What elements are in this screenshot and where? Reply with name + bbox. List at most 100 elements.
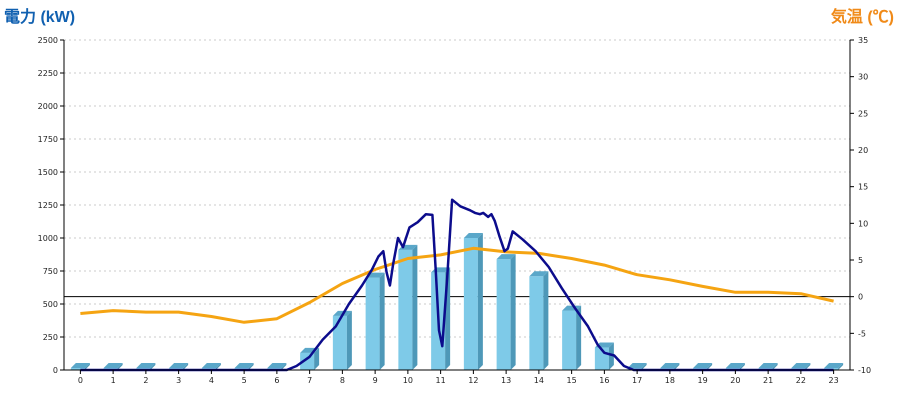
- left-tick-label: 2500: [38, 36, 58, 45]
- bar-side: [412, 244, 418, 370]
- bar-side: [150, 363, 156, 370]
- x-tick-label: 14: [534, 376, 544, 385]
- x-tick-label: 13: [501, 376, 511, 385]
- bar-side: [510, 254, 516, 370]
- bar-top: [463, 233, 483, 238]
- bar-front: [70, 368, 85, 370]
- bar-side: [248, 363, 254, 370]
- left-tick-label: 1250: [38, 201, 58, 210]
- bar-13: [496, 254, 516, 370]
- bar-side: [838, 363, 844, 370]
- bar-top: [660, 363, 680, 369]
- bar-top: [693, 363, 713, 369]
- right-tick-label: 30: [858, 73, 868, 82]
- bar-top: [103, 363, 123, 369]
- tick-labels: 02505007501000125015001750200022502500-1…: [38, 36, 871, 385]
- bar-front: [398, 249, 413, 370]
- left-axis-title: 電力 (kW): [4, 7, 75, 26]
- bar-series: [70, 233, 844, 370]
- left-tick-label: 250: [43, 333, 58, 342]
- bar-top: [824, 363, 844, 369]
- bar-side: [215, 363, 221, 370]
- x-tick-label: 7: [307, 376, 312, 385]
- right-tick-label: -10: [858, 366, 871, 375]
- x-tick-label: 22: [796, 376, 806, 385]
- bar-top: [267, 363, 287, 369]
- bar-side: [281, 363, 287, 370]
- bar-side: [117, 363, 123, 370]
- x-tick-label: 1: [111, 376, 116, 385]
- left-tick-label: 0: [53, 366, 58, 375]
- bar-top: [725, 363, 745, 369]
- right-tick-label: 20: [858, 146, 868, 155]
- right-tick-label: 35: [858, 36, 868, 45]
- bar-side: [707, 363, 713, 370]
- right-tick-label: 25: [858, 109, 868, 118]
- bar-side: [543, 271, 549, 370]
- bar-7: [300, 347, 320, 370]
- left-tick-label: 1000: [38, 234, 58, 243]
- bar-side: [346, 310, 352, 370]
- x-tick-label: 6: [274, 376, 279, 385]
- bar-front: [332, 315, 347, 370]
- axes: [60, 39, 854, 374]
- x-tick-label: 16: [599, 376, 609, 385]
- left-tick-label: 750: [43, 267, 58, 276]
- x-tick-label: 11: [436, 376, 446, 385]
- bar-side: [379, 272, 385, 370]
- line-series: [80, 198, 834, 372]
- bar-top: [136, 363, 156, 369]
- x-tick-label: 9: [373, 376, 378, 385]
- bar-10: [398, 244, 418, 370]
- x-tick-label: 12: [468, 376, 478, 385]
- bar-top: [201, 363, 221, 369]
- bar-front: [562, 310, 577, 370]
- bar-8: [332, 310, 352, 370]
- bar-side: [183, 363, 189, 370]
- bar-side: [477, 233, 483, 370]
- x-tick-label: 2: [143, 376, 148, 385]
- x-tick-label: 23: [829, 376, 839, 385]
- left-tick-label: 2250: [38, 69, 58, 78]
- x-tick-label: 15: [567, 376, 577, 385]
- x-tick-label: 3: [176, 376, 181, 385]
- right-tick-label: -5: [858, 329, 866, 338]
- bar-side: [84, 363, 90, 370]
- bar-front: [365, 277, 380, 370]
- bar-side: [772, 363, 778, 370]
- right-tick-label: 5: [858, 256, 863, 265]
- right-tick-label: 15: [858, 183, 868, 192]
- bar-side: [805, 363, 811, 370]
- x-tick-label: 17: [632, 376, 642, 385]
- bar-9: [365, 272, 385, 370]
- bar-top: [758, 363, 778, 369]
- bar-side: [739, 363, 745, 370]
- x-tick-label: 8: [340, 376, 345, 385]
- x-tick-label: 5: [242, 376, 247, 385]
- right-tick-label: 10: [858, 219, 868, 228]
- bar-top: [529, 271, 549, 277]
- left-tick-label: 500: [43, 300, 58, 309]
- power-line: [80, 198, 834, 372]
- right-axis-title: 気温 (℃): [831, 7, 894, 26]
- bar-top: [234, 363, 254, 369]
- bar-top: [70, 363, 90, 369]
- bar-side: [608, 342, 614, 370]
- bar-top: [627, 363, 647, 369]
- bar-side: [576, 305, 582, 370]
- bar-top: [496, 254, 516, 260]
- temperature-line: [80, 246, 834, 324]
- left-tick-label: 1500: [38, 168, 58, 177]
- bar-front: [496, 259, 511, 370]
- bar-0: [70, 363, 90, 370]
- bar-side: [674, 363, 680, 370]
- bar-12: [463, 233, 483, 370]
- bar-front: [529, 276, 544, 370]
- x-tick-label: 0: [78, 376, 83, 385]
- gridlines: [64, 39, 850, 338]
- bar-front: [463, 238, 478, 370]
- bar-top: [169, 363, 189, 369]
- bar-side: [641, 363, 647, 370]
- bar-top: [791, 363, 811, 369]
